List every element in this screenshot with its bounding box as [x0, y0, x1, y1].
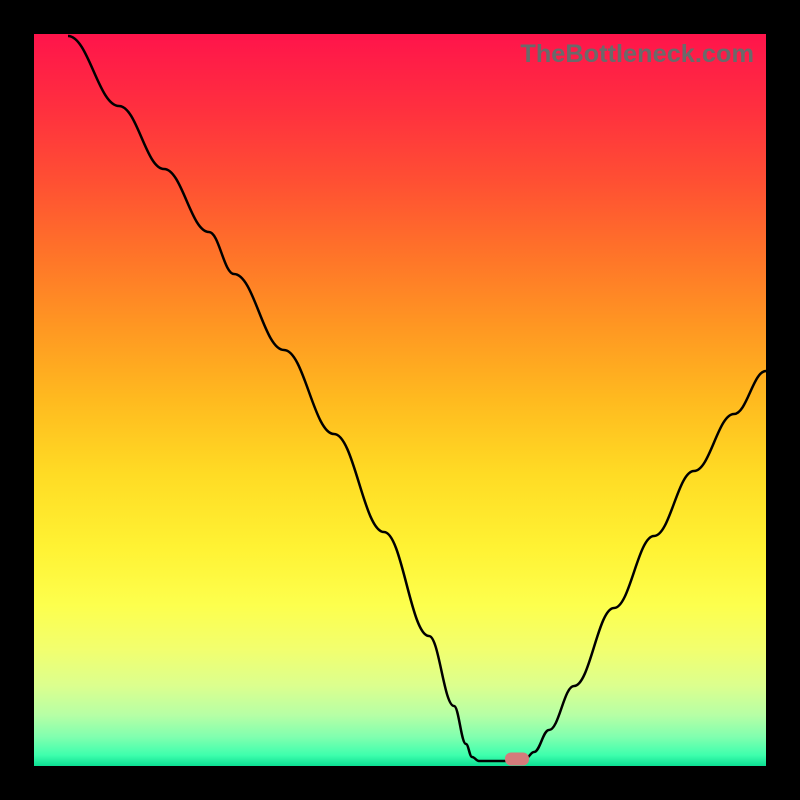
plot-svg [34, 34, 766, 766]
optimal-point-marker [505, 753, 529, 766]
chart-frame: TheBottleneck.com [0, 0, 800, 800]
plot-area [34, 34, 766, 766]
watermark-label: TheBottleneck.com [520, 40, 754, 69]
